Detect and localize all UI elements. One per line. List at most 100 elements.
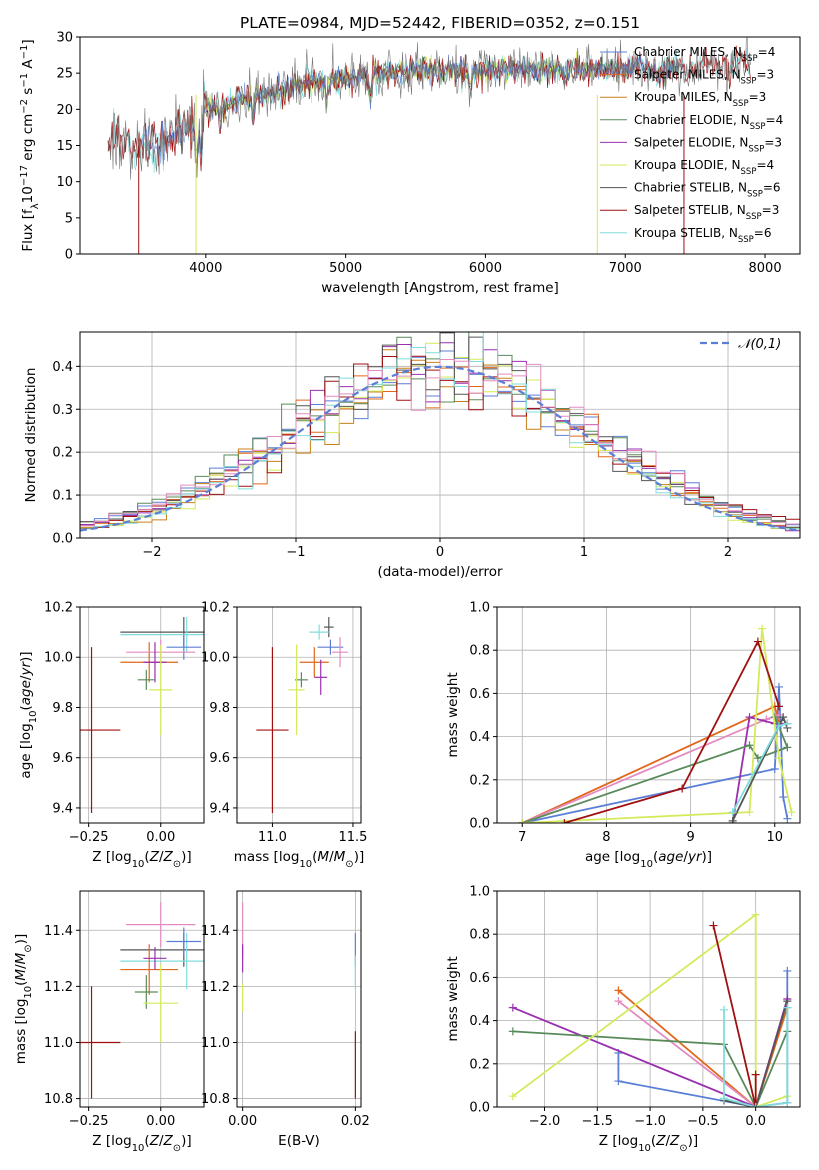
x-axis-label: Z [log10(Z/Z⊙)] <box>92 849 191 870</box>
weight-series-line <box>723 1000 789 1107</box>
y-tick-label: 11.2 <box>44 980 73 995</box>
y-axis-label: age [log10(age/yr)] <box>18 651 39 778</box>
y-tick-label: 0.4 <box>52 360 73 375</box>
plot-area <box>80 902 204 1099</box>
weight-series-line <box>564 639 780 823</box>
mass-vs-metallicity-panel: −0.25 0.00 10.8 11.0 11.2 11.4 Z [log10(Z/Z⊙)]… <box>13 890 205 1154</box>
x-tick-label: 0 <box>436 545 444 560</box>
x-tick-label: −0.25 <box>69 1114 109 1129</box>
y-tick-label: 10.2 <box>44 601 73 616</box>
weight-marker <box>753 754 762 763</box>
x-tick-label: −2 <box>142 545 161 560</box>
weight-marker <box>783 966 792 975</box>
y-tick-label: 10.8 <box>44 1092 73 1107</box>
y-tick-label: 9.4 <box>209 801 230 816</box>
plot-area <box>256 617 349 813</box>
axes-frame <box>496 606 801 824</box>
y-tick-label: 10.2 <box>201 601 230 616</box>
x-axis-label: (data-model)/error <box>377 564 503 580</box>
y-tick-label: 0.2 <box>469 1057 490 1072</box>
weight-marker <box>758 624 767 633</box>
plot-area <box>242 902 356 1099</box>
x-tick-label: 7000 <box>609 261 642 276</box>
y-tick-label: 0.4 <box>469 730 490 745</box>
y-tick-label: 10 <box>56 175 73 190</box>
y-tick-label: 0.0 <box>469 817 490 832</box>
x-tick-label: 0.0 <box>745 1114 766 1129</box>
x-tick-label: 9 <box>686 830 694 845</box>
weight-marker <box>508 1003 517 1012</box>
weight-marker <box>783 1098 792 1107</box>
x-tick-label: 10 <box>766 830 783 845</box>
y-tick-label: 9.6 <box>209 751 230 766</box>
legend-label: Chabrier ELODIE, NSSP=4 <box>634 113 783 132</box>
axes-frame <box>79 606 205 824</box>
weight-marker <box>779 793 788 802</box>
x-tick-label: 0.00 <box>228 1114 257 1129</box>
y-tick-label: 10.0 <box>44 651 73 666</box>
x-tick-label: 11.5 <box>338 830 367 845</box>
x-tick-label: −0.25 <box>69 830 109 845</box>
x-axis-label: E(B-V) <box>278 1133 320 1149</box>
legend-label: Chabrier STELIB, NSSP=6 <box>634 181 781 200</box>
y-tick-label: 30 <box>56 31 73 46</box>
x-tick-label: 1 <box>580 545 588 560</box>
weight-marker <box>787 808 796 817</box>
y-tick-label: 0.0 <box>469 1101 490 1116</box>
weight-marker <box>614 986 623 995</box>
plot-area <box>80 332 800 533</box>
weight-series-line <box>712 925 757 1107</box>
residual-histogram-panel: 𝒩(0,1) −2 −1 0 1 2 0.0 0.1 0.2 0.3 0.4 (data-model)… <box>23 331 801 580</box>
x-axis-label: Z [log10(Z/Z⊙)] <box>92 1133 191 1154</box>
plot-area <box>80 617 204 813</box>
y-tick-label: 9.8 <box>52 701 73 716</box>
spectrum-line <box>107 37 751 180</box>
axes-frame <box>236 606 362 824</box>
y-tick-label: 0 <box>65 248 73 263</box>
mass-weight-vs-age-panel: 7 8 9 10 0.0 0.2 0.4 0.6 0.8 1.0 age [log10(age/yr… <box>445 601 801 870</box>
x-tick-label: 0.02 <box>341 1114 370 1129</box>
age-vs-metallicity-panel: −0.25 0.00 9.4 9.6 9.8 10.0 10.2 Z [log10(Z/Z⊙)… <box>18 601 205 870</box>
y-tick-label: 11.0 <box>201 1036 230 1051</box>
x-tick-label: 0.00 <box>146 830 175 845</box>
weight-marker <box>774 711 783 719</box>
weight-marker <box>678 784 687 793</box>
spectrum-line <box>141 53 683 178</box>
legend-label: Kroupa MILES, NSSP=3 <box>634 90 766 109</box>
x-tick-label: −1.0 <box>634 1114 666 1129</box>
y-tick-label: 11.4 <box>201 924 230 939</box>
gaussian-curve <box>80 365 800 532</box>
x-tick-label: 0.00 <box>146 1114 175 1129</box>
y-tick-label: 1.0 <box>469 885 490 900</box>
y-tick-label: 20 <box>56 103 73 118</box>
y-tick-label: 0.6 <box>469 687 490 702</box>
y-tick-label: 9.8 <box>209 701 230 716</box>
weight-marker <box>745 741 754 750</box>
weight-marker <box>719 1094 728 1103</box>
y-axis-label: mass [log10(M/M⊙)] <box>13 934 34 1064</box>
weight-marker <box>751 1103 760 1107</box>
y-axis-label: Flux [fλ10−17 erg cm−2 s−1 A−1] <box>19 39 41 251</box>
y-tick-label: 15 <box>56 139 73 154</box>
plot-area <box>518 624 796 823</box>
weight-marker <box>751 910 760 919</box>
axes-frame <box>236 890 362 1108</box>
x-axis-label: wavelength [Angstrom, rest frame] <box>321 280 559 296</box>
x-tick-label: 2 <box>724 545 732 560</box>
mass-vs-extinction-panel: 0.00 0.02 10.8 11.0 11.2 11.4 E(B-V) <box>201 890 370 1149</box>
x-tick-label: 5000 <box>329 261 362 276</box>
weight-marker <box>745 713 754 722</box>
y-tick-label: 0.2 <box>52 446 73 461</box>
weight-marker <box>751 1070 760 1079</box>
y-tick-label: 1.0 <box>469 601 490 616</box>
y-tick-label: 0.8 <box>469 644 490 659</box>
mass-weight-vs-metallicity-panel: −2.0 −1.5 −1.0 −0.5 0.0 0.0 0.2 0.4 0.6 0.8 1.0 Z [… <box>445 885 801 1154</box>
weight-series-line <box>522 686 789 823</box>
y-axis-label: Normed distribution <box>23 368 39 503</box>
y-tick-label: 9.6 <box>52 751 73 766</box>
legend-label: Salpeter STELIB, NSSP=3 <box>634 203 779 222</box>
weight-marker <box>753 637 762 646</box>
age-vs-mass-panel: 11.0 11.5 9.4 9.6 9.8 10.0 10.2 mass [log10(M/M… <box>201 601 367 870</box>
